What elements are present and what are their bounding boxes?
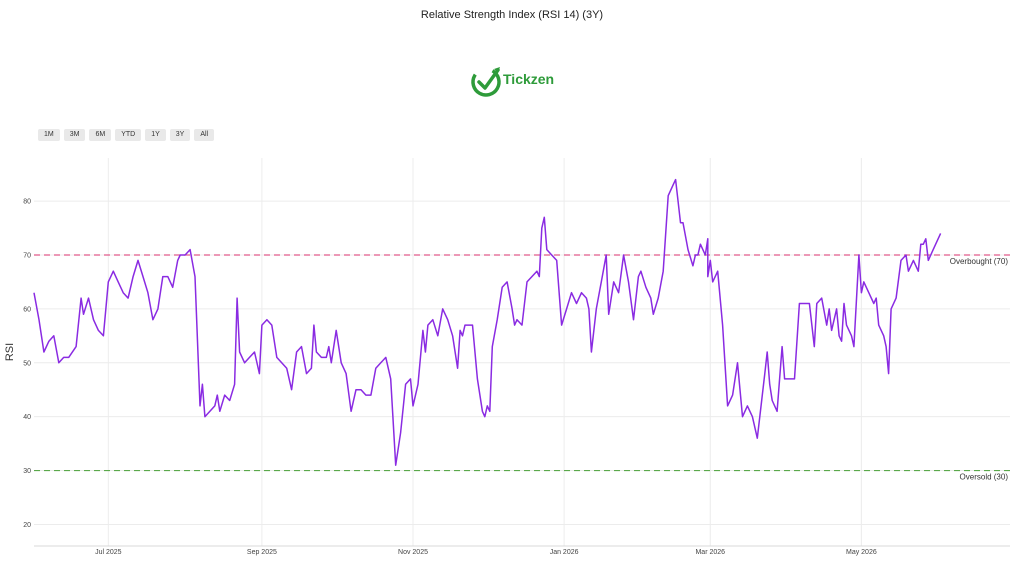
y-tick-label: 60 bbox=[23, 306, 31, 313]
range-button-1y[interactable]: 1Y bbox=[145, 129, 166, 141]
rsi-series-line bbox=[33, 178, 942, 466]
range-button-all[interactable]: All bbox=[194, 129, 215, 141]
x-tick-label: Nov 2025 bbox=[398, 549, 428, 556]
reference-line-label: Overbought (70) bbox=[950, 257, 1009, 266]
x-tick-label: May 2026 bbox=[846, 549, 877, 556]
logo-text: Tickzen bbox=[503, 71, 555, 87]
x-tick-label: Jul 2025 bbox=[95, 549, 122, 556]
y-axis-label: RSI bbox=[4, 343, 16, 361]
y-tick-label: 30 bbox=[23, 468, 31, 475]
x-tick-label: Mar 2026 bbox=[695, 549, 725, 556]
range-selector: 1M 3M 6M YTD 1Y 3Y All bbox=[38, 129, 215, 141]
axis-ticks: 20 30 40 50 60 70 80 Jul 2025 Sep 2025 Nov 2025 Ja… bbox=[23, 199, 877, 556]
y-tick-label: 70 bbox=[23, 253, 31, 260]
y-tick-label: 80 bbox=[23, 199, 31, 206]
chart-title: Relative Strength Index (RSI 14) (3Y) bbox=[420, 9, 604, 21]
series-layer bbox=[33, 178, 942, 466]
range-button-3m[interactable]: 3M bbox=[63, 129, 86, 141]
check-arrow-icon bbox=[471, 67, 501, 97]
x-tick-label: Jan 2026 bbox=[550, 549, 579, 556]
y-tick-label: 20 bbox=[23, 522, 31, 529]
range-button-ytd[interactable]: YTD bbox=[115, 129, 142, 141]
grid-lines bbox=[34, 158, 1010, 547]
range-button-3y[interactable]: 3Y bbox=[169, 129, 191, 141]
range-button-6m[interactable]: 6M bbox=[89, 129, 112, 141]
reference-lines: Overbought (70) Oversold (30) bbox=[34, 254, 1010, 482]
y-tick-label: 50 bbox=[23, 360, 31, 367]
y-tick-label: 40 bbox=[23, 414, 31, 421]
range-button-1m[interactable]: 1M bbox=[38, 129, 60, 141]
reference-line-label: Oversold (30) bbox=[960, 473, 1009, 482]
x-tick-label: Sep 2025 bbox=[247, 549, 277, 556]
tickzen-logo: Tickzen bbox=[470, 62, 570, 100]
